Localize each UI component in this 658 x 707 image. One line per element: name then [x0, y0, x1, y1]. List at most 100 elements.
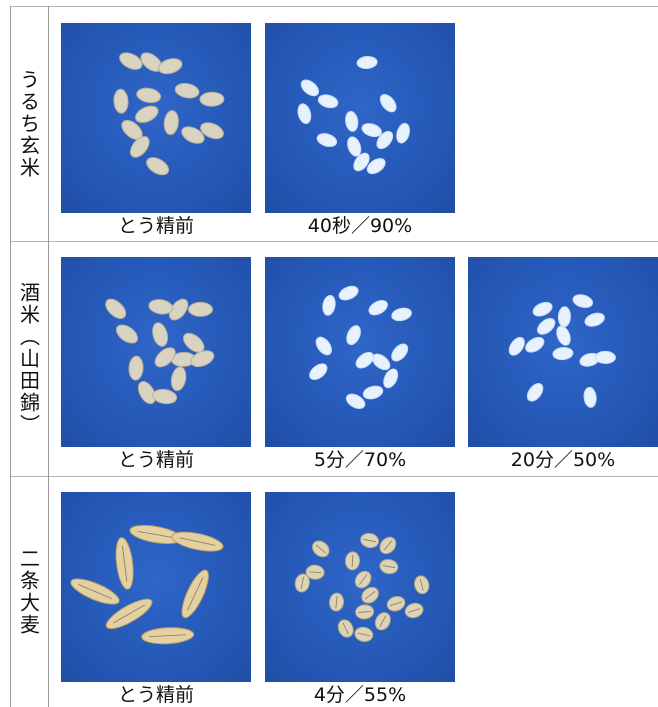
- grain-crease: [351, 554, 354, 568]
- grain-kernel: [199, 91, 225, 107]
- grain-kernel: [338, 285, 359, 301]
- grain-crease: [187, 577, 204, 611]
- grain-crease: [379, 615, 387, 628]
- sample-cell: 4分／55%: [265, 492, 455, 707]
- grain-kernel: [557, 306, 571, 328]
- grain-photo: [61, 257, 251, 447]
- grain-kernel: [526, 383, 544, 402]
- grain-kernel: [190, 350, 215, 368]
- sample-cell: とう精前: [61, 492, 251, 707]
- grain-kernel: [537, 318, 556, 335]
- grain-kernel: [362, 385, 384, 400]
- grain-kernel: [532, 301, 553, 317]
- grain-crease: [358, 610, 371, 613]
- sample-cell: 20分／50%: [468, 257, 658, 472]
- grain-kernel: [152, 322, 169, 347]
- sample-caption: 5分／70%: [313, 449, 407, 471]
- grain-photo-image: [70, 524, 224, 645]
- grain-photo-image: [508, 294, 616, 408]
- grain-kernel: [158, 58, 183, 75]
- sample-caption: 4分／55%: [313, 684, 407, 706]
- grain-kernel: [594, 350, 616, 364]
- left-border: [10, 6, 11, 707]
- grain-kernel: [355, 351, 375, 369]
- grain-crease: [357, 632, 371, 637]
- sample-cell: 40秒／90%: [265, 23, 455, 238]
- grain-crease: [364, 590, 376, 600]
- grain-kernel: [317, 94, 339, 109]
- grain-kernel: [309, 363, 328, 381]
- grain-photo: [61, 492, 251, 682]
- row-header: 酒米（山田錦）: [10, 241, 48, 476]
- grain-photo: [265, 23, 455, 213]
- grain-kernel: [572, 294, 594, 308]
- sample-caption: 20分／50%: [510, 449, 616, 471]
- grain-kernel: [391, 307, 412, 322]
- grain-kernel: [396, 122, 410, 144]
- grain-kernel: [154, 347, 176, 368]
- grain-kernel: [300, 79, 320, 97]
- grain-kernel: [115, 324, 139, 344]
- grain-crease: [78, 584, 112, 599]
- grain-kernel: [168, 298, 189, 321]
- grain-photo-image: [113, 52, 225, 176]
- grain-kernel: [316, 133, 338, 148]
- grain-kernel: [119, 52, 143, 70]
- row-header-label: 二条大麦: [16, 547, 41, 636]
- grain-kernel: [105, 298, 127, 319]
- grain-kernel: [383, 368, 399, 389]
- grain-crease: [335, 595, 338, 609]
- row-divider: [10, 241, 658, 242]
- grain-kernel: [556, 325, 571, 346]
- grain-kernel: [128, 355, 144, 381]
- sample-caption: とう精前: [117, 215, 194, 237]
- grain-crease: [389, 601, 403, 607]
- grain-kernel: [391, 343, 409, 362]
- grain-crease: [407, 608, 421, 613]
- grain-crease: [121, 545, 128, 582]
- grain-kernel: [356, 55, 378, 70]
- grain-kernel: [146, 157, 170, 176]
- grain-crease: [137, 530, 174, 539]
- grain-kernel: [376, 130, 394, 150]
- grain-photo: [468, 257, 658, 447]
- grain-photo-image: [294, 532, 430, 642]
- grain-kernel: [508, 336, 525, 356]
- grain-photo-image: [105, 298, 215, 405]
- grain-crease: [300, 576, 304, 590]
- top-border: [10, 6, 658, 7]
- grain-kernel: [346, 325, 361, 346]
- grain-kernel: [379, 94, 397, 113]
- grain-kernel: [135, 105, 159, 123]
- grain-kernel: [361, 123, 382, 138]
- grain-photo: [265, 492, 455, 682]
- grain-photo-image: [297, 55, 410, 175]
- label-column-divider: [48, 6, 49, 707]
- grain-crease: [315, 544, 326, 554]
- grain-kernel: [170, 366, 187, 392]
- grain-kernel: [188, 301, 213, 317]
- grain-photo-image: [309, 285, 412, 409]
- sample-cell: とう精前: [61, 257, 251, 472]
- grain-crease: [149, 634, 186, 638]
- row-header-label: 酒米（山田錦）: [16, 281, 41, 436]
- grain-kernel: [366, 158, 386, 175]
- grain-kernel: [129, 136, 150, 158]
- sample-cell: とう精前: [61, 23, 251, 238]
- grain-kernel: [200, 122, 224, 140]
- row-header: 二条大麦: [10, 476, 48, 707]
- grain-kernel: [368, 300, 388, 316]
- table-row: うるち玄米 とう精前 40秒／90%: [0, 6, 658, 241]
- grain-kernel: [152, 388, 178, 405]
- grain-crease: [382, 565, 396, 569]
- grain-kernel: [345, 110, 359, 132]
- sample-caption: とう精前: [117, 449, 194, 471]
- grain-kernel: [345, 393, 366, 409]
- grain-kernel: [148, 299, 174, 315]
- grain-crease: [308, 571, 322, 574]
- grain-kernel: [315, 336, 332, 356]
- grain-kernel: [174, 82, 200, 99]
- grain-crease: [383, 540, 393, 551]
- grain-kernel: [525, 337, 545, 353]
- grain-crease: [419, 578, 424, 592]
